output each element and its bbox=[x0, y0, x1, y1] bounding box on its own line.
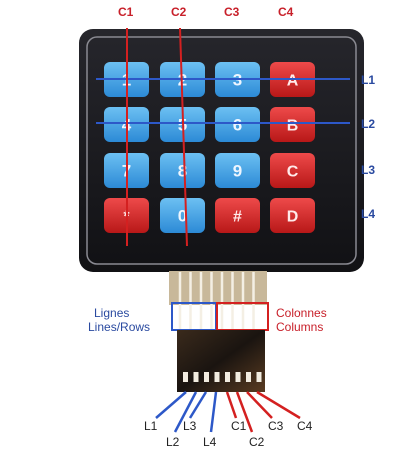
keypad-key: 6 bbox=[215, 107, 260, 142]
row-label: L2 bbox=[361, 117, 375, 131]
key-label: C bbox=[287, 164, 299, 181]
lines-label: Lignes bbox=[94, 306, 129, 320]
column-labels: C1 C2 C3 C4 bbox=[118, 5, 294, 19]
pin-label: C2 bbox=[249, 435, 265, 449]
pin-dots bbox=[183, 372, 262, 382]
pin-contact bbox=[225, 372, 230, 382]
key-face bbox=[270, 107, 315, 142]
pin-contact bbox=[235, 372, 241, 382]
pin-label: L2 bbox=[166, 435, 180, 449]
key-label: 6 bbox=[233, 116, 242, 135]
column-line-c2 bbox=[179, 27, 188, 247]
key-label: B bbox=[287, 118, 299, 135]
pin-wire bbox=[256, 390, 301, 420]
pin-wire bbox=[209, 391, 218, 433]
pin-labels: L1 L2 L3 L4 C1 C2 C3 C4 bbox=[144, 419, 313, 449]
columns-label: Colonnes bbox=[276, 306, 327, 320]
pin-wire bbox=[188, 391, 208, 419]
key-face bbox=[215, 153, 260, 188]
pin-label: L1 bbox=[144, 419, 158, 433]
keypad-key: 9 bbox=[215, 153, 260, 188]
pin-label: C1 bbox=[231, 419, 247, 433]
column-label: C3 bbox=[224, 5, 240, 19]
keypad-key: 8 bbox=[160, 153, 205, 188]
pin-label: C4 bbox=[297, 419, 313, 433]
pin-wire bbox=[173, 391, 198, 433]
key-face bbox=[270, 198, 315, 233]
key-label: 9 bbox=[233, 162, 242, 181]
pin-contact bbox=[214, 372, 220, 382]
keypad-key: C bbox=[270, 153, 315, 188]
key-face bbox=[215, 107, 260, 142]
key-label: 0 bbox=[178, 207, 187, 226]
pin-label: L4 bbox=[203, 435, 217, 449]
column-label: C1 bbox=[118, 5, 134, 19]
header-connector bbox=[177, 330, 265, 392]
keypad-key: B bbox=[270, 107, 315, 142]
row-label: L3 bbox=[361, 163, 375, 177]
pin-wire bbox=[235, 391, 254, 433]
row-label: L1 bbox=[361, 73, 375, 87]
keypad-key: D bbox=[270, 198, 315, 233]
keypad-key: # bbox=[215, 198, 260, 233]
pin-contact bbox=[246, 372, 251, 382]
pin-wires bbox=[155, 390, 301, 433]
row-label: L4 bbox=[361, 207, 375, 221]
key-face bbox=[160, 198, 205, 233]
pin-label: L3 bbox=[183, 419, 197, 433]
key-label: D bbox=[287, 209, 299, 226]
pin-label: C3 bbox=[268, 419, 284, 433]
column-label: C4 bbox=[278, 5, 294, 19]
ribbon-cable bbox=[169, 271, 267, 305]
pin-contact bbox=[183, 372, 188, 382]
key-label: # bbox=[233, 209, 242, 226]
keypad-panel-border bbox=[86, 36, 357, 265]
pin-wire bbox=[246, 391, 273, 419]
pin-contact bbox=[204, 372, 209, 382]
pin-contact bbox=[193, 372, 199, 382]
column-label: C2 bbox=[171, 5, 187, 19]
pin-wire bbox=[225, 391, 238, 419]
key-label: 8 bbox=[178, 162, 187, 181]
pin-wire bbox=[155, 391, 187, 419]
key-face bbox=[270, 153, 315, 188]
columns-label-en: Columns bbox=[276, 320, 323, 334]
key-label: A bbox=[287, 73, 299, 90]
keypad-key: 0 bbox=[160, 198, 205, 233]
rows-connector-box bbox=[171, 302, 217, 331]
key-face bbox=[160, 153, 205, 188]
key-face bbox=[215, 198, 260, 233]
lines-label-en: Lines/Rows bbox=[88, 320, 150, 334]
row-labels: L1 L2 L3 L4 bbox=[361, 73, 375, 221]
pin-contact bbox=[256, 372, 262, 382]
